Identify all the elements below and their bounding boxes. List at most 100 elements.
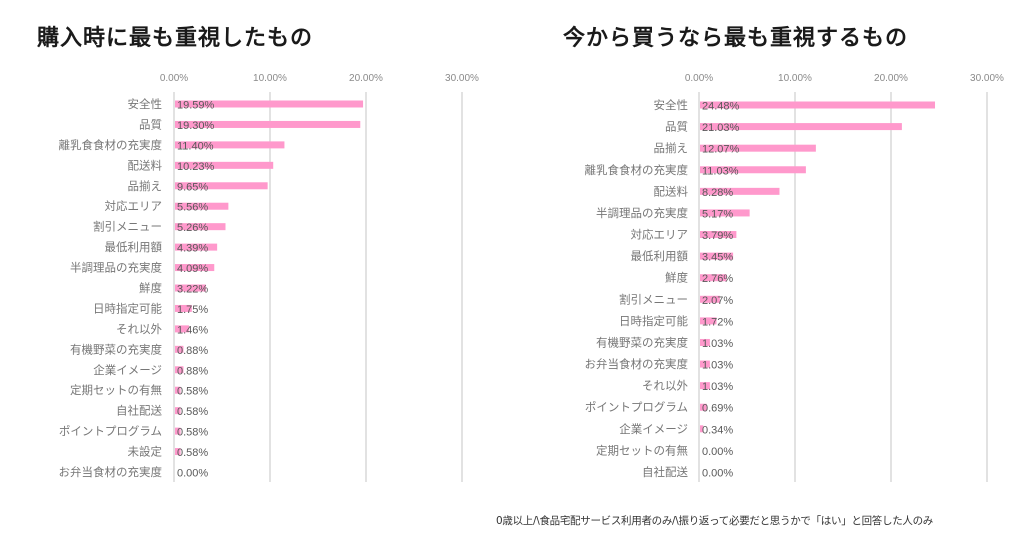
bar <box>700 295 720 303</box>
bar <box>700 274 727 282</box>
category-label: 半調理品の充実度 <box>70 261 162 275</box>
bar <box>175 141 285 149</box>
bar <box>175 427 181 435</box>
category-label: 離乳食食材の充実度 <box>59 138 163 152</box>
bar <box>700 209 750 217</box>
value-label: 0.58% <box>177 386 208 398</box>
bar <box>175 161 274 169</box>
category-label: 日時指定可能 <box>619 314 688 328</box>
chart-title-left: 購入時に最も重視したもの <box>37 26 314 51</box>
value-label: 10.23% <box>177 161 215 173</box>
bar <box>175 407 181 415</box>
category-label: 未設定 <box>128 445 163 459</box>
category-label: 品揃え <box>654 141 689 155</box>
value-label: 0.88% <box>177 365 208 377</box>
x-tick-label: 10.00% <box>253 73 287 84</box>
bar <box>175 366 184 374</box>
value-label: 0.88% <box>177 345 208 357</box>
x-tick-label: 30.00% <box>445 73 479 84</box>
bar <box>175 284 206 292</box>
category-label: 定期セットの有無 <box>70 383 162 397</box>
value-label: 0.58% <box>177 427 208 439</box>
category-label: それ以外 <box>116 322 162 336</box>
category-label: 離乳食食材の充実度 <box>585 163 689 177</box>
bar <box>700 382 710 390</box>
bar <box>175 325 190 333</box>
bar <box>175 304 192 312</box>
category-label: ポイントプログラム <box>59 424 162 438</box>
x-tick-label: 10.00% <box>778 73 812 84</box>
category-label: 対応エリア <box>105 199 163 213</box>
category-label: 品質 <box>665 120 688 134</box>
category-label: お弁当食材の充実度 <box>59 465 163 479</box>
bar <box>700 231 737 239</box>
footnote: 0歳以上/\食品宅配サービス利用者のみ/\振り返って必要だと思うかで「はい」と回… <box>496 515 934 527</box>
category-label: 最低利用額 <box>631 249 689 263</box>
category-label: 有機野菜の充実度 <box>596 335 688 349</box>
value-label: 1.72% <box>702 316 733 328</box>
value-label: 2.07% <box>702 295 733 307</box>
category-label: 配送料 <box>128 158 163 172</box>
category-label: 企業イメージ <box>93 363 162 377</box>
category-label: 自社配送 <box>642 465 688 479</box>
value-label: 1.03% <box>702 338 733 350</box>
chart-title-right: 今から買うなら最も重視するもの <box>563 26 909 51</box>
value-label: 1.03% <box>702 360 733 372</box>
bar <box>700 144 816 152</box>
category-label: 鮮度 <box>665 271 688 285</box>
value-label: 0.34% <box>702 424 733 436</box>
category-label: 自社配送 <box>116 404 162 418</box>
value-label: 2.76% <box>702 273 733 285</box>
category-label: 有機野菜の充実度 <box>70 342 162 356</box>
chart-purchase-priority: 0.00% 10.00% 20.00% 30.00% 安全性 19.59% 品質 19.30%… <box>59 73 479 482</box>
value-label: 0.69% <box>702 403 733 415</box>
value-label: 3.45% <box>702 252 733 264</box>
value-label: 5.56% <box>177 202 208 214</box>
category-label: 割引メニュー <box>619 292 688 306</box>
bar <box>175 100 364 108</box>
bar <box>175 243 218 251</box>
value-label: 19.59% <box>177 100 215 112</box>
value-label: 0.58% <box>177 406 208 418</box>
category-label: 最低利用額 <box>105 240 163 254</box>
x-tick-label: 30.00% <box>970 73 1004 84</box>
value-label: 8.28% <box>702 187 733 199</box>
category-label: 品質 <box>139 117 162 131</box>
value-label: 21.03% <box>702 122 740 134</box>
value-label: 11.03% <box>702 165 739 177</box>
bar <box>175 202 229 210</box>
bar <box>700 101 936 109</box>
value-label: 0.00% <box>177 468 208 480</box>
value-label: 11.40% <box>177 140 214 152</box>
category-label: 配送料 <box>654 184 689 198</box>
bar <box>175 264 215 272</box>
value-label: 5.26% <box>177 222 208 234</box>
bar <box>175 448 181 456</box>
value-label: 3.79% <box>702 230 733 242</box>
value-label: 0.00% <box>702 468 733 480</box>
bar <box>700 252 734 260</box>
category-label: 品揃え <box>128 179 163 193</box>
bar <box>175 223 226 231</box>
value-label: 12.07% <box>702 144 740 156</box>
value-label: 9.65% <box>177 181 208 193</box>
category-label: 半調理品の充実度 <box>596 206 688 220</box>
category-label: 割引メニュー <box>93 220 162 234</box>
value-label: 1.46% <box>177 324 208 336</box>
value-label: 1.03% <box>702 381 733 393</box>
bar <box>175 120 361 128</box>
category-label: 企業イメージ <box>619 422 688 436</box>
value-label: 19.30% <box>177 120 215 132</box>
value-label: 3.22% <box>177 284 208 296</box>
value-label: 5.17% <box>702 208 733 220</box>
bar <box>175 345 184 353</box>
category-label: それ以外 <box>642 379 688 393</box>
x-tick-label: 0.00% <box>160 73 188 84</box>
bar <box>700 338 710 346</box>
category-label: 対応エリア <box>631 228 689 242</box>
x-tick-label: 0.00% <box>685 73 713 84</box>
category-label: 安全性 <box>128 97 163 111</box>
bar <box>700 317 717 325</box>
value-label: 0.58% <box>177 447 208 459</box>
bar <box>175 182 268 190</box>
